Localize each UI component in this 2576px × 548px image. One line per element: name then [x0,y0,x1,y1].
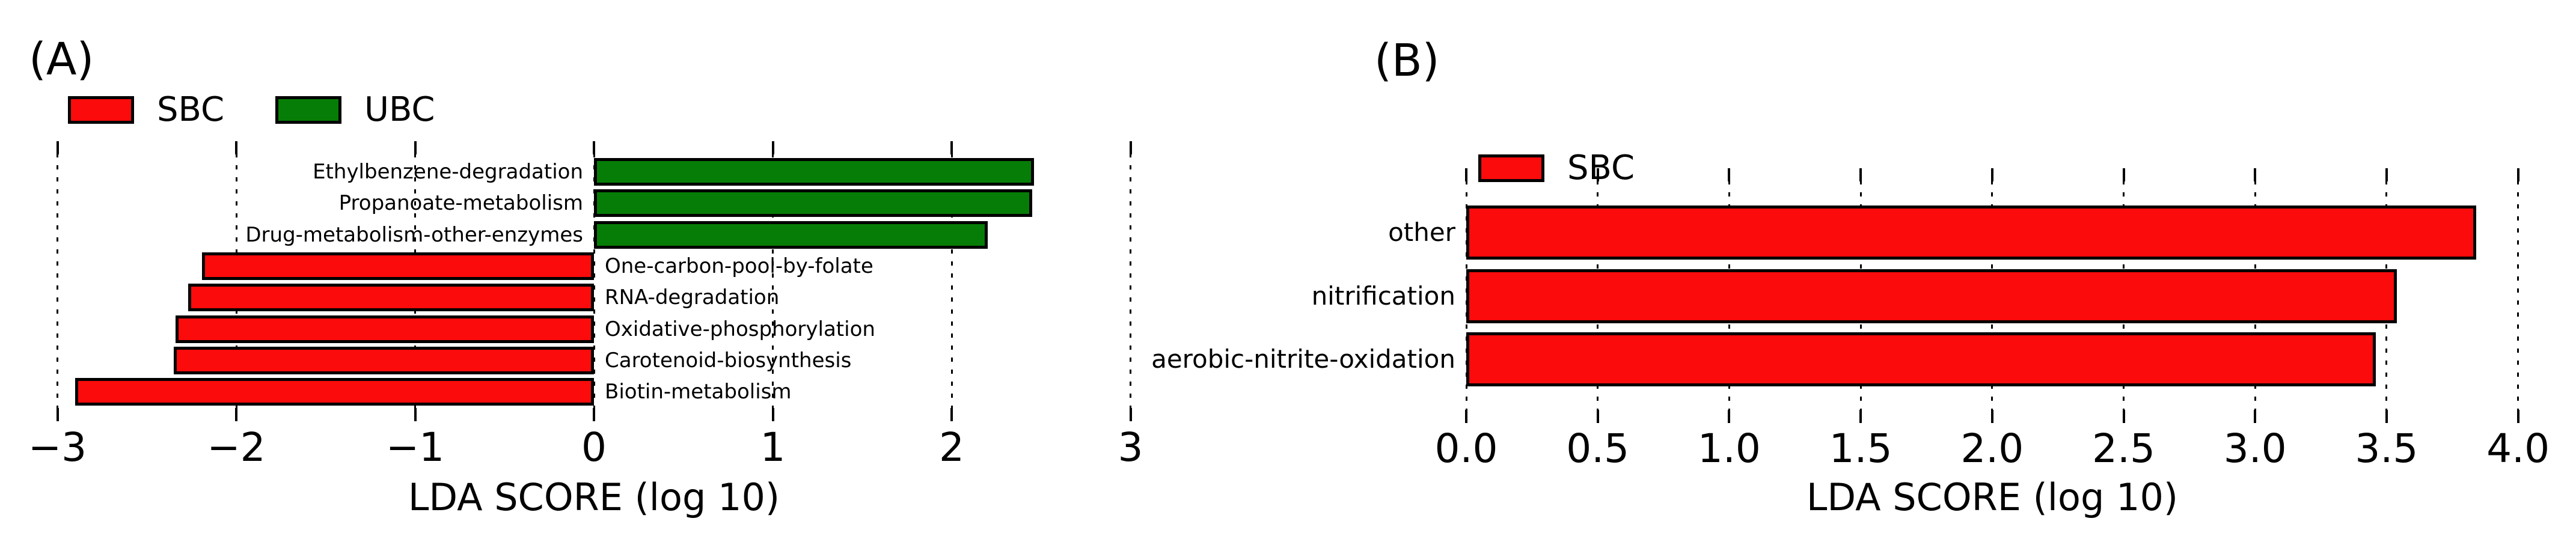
bar-label-Ethylbenzene-degradation: Ethylbenzene-degradation [313,160,583,184]
x-tick-mark-bottom [2516,410,2519,423]
ubc-color-swatch [275,96,341,124]
bar-label-Oxidative-phosphorylation: Oxidative-phosphorylation [605,317,875,341]
x-tick-label: −1 [385,424,445,470]
x-tick-label: 0 [581,424,607,470]
x-tick-mark-top [1129,141,1132,154]
x-tick-mark-top [2385,168,2388,181]
legend-item-ubc: UBC [275,93,435,127]
x-tick-label: 2.0 [1960,425,2024,472]
bar-One-carbon-pool-by-folate [202,252,594,280]
bar-label-RNA-degradation: RNA-degradation [605,285,780,310]
x-tick-label: 0.5 [1566,425,1630,472]
panel-a-label: (A) [29,34,94,85]
x-tick-mark-top [950,141,953,154]
x-gridline [414,141,416,421]
sbc-color-swatch [68,96,134,124]
legend-label-sbc: SBC [157,90,225,129]
x-tick-mark-top [2254,168,2257,181]
x-tick-mark-bottom [1465,410,1467,423]
sbc-color-swatch [1478,154,1544,182]
x-tick-mark-bottom [235,408,237,421]
x-tick-label: 3 [1118,424,1143,470]
panel-a-axis-title: LDA SCORE (log 10) [408,475,780,519]
x-tick-mark-bottom [2385,410,2388,423]
bar-nitrification [1466,269,2397,323]
bar-label-Drug-metabolism-other-enzymes: Drug-metabolism-other-enzymes [245,222,583,247]
x-gridline [57,141,58,421]
x-tick-mark-top [2122,168,2125,181]
x-tick-mark-top [2516,168,2519,181]
legend-label-ubc: UBC [364,90,435,129]
x-tick-mark-bottom [593,408,595,421]
x-tick-mark-top [771,141,774,154]
x-tick-mark-bottom [56,408,59,421]
x-tick-mark-bottom [1859,410,1862,423]
x-tick-label: 1.5 [1829,425,1892,472]
legend-item-sbc: SBC [68,93,224,127]
bar-label-One-carbon-pool-by-folate: One-carbon-pool-by-folate [605,254,873,278]
bar-label-Propanoate-metabolism: Propanoate-metabolism [338,191,583,216]
bar-Ethylbenzene-degradation [594,158,1034,186]
x-tick-label: 0.0 [1434,425,1498,472]
x-tick-label: 1.0 [1697,425,1761,472]
x-tick-mark-top [1728,168,1731,181]
bar-Oxidative-phosphorylation [175,315,594,343]
x-gridline [593,141,595,421]
x-tick-mark-bottom [1728,410,1731,423]
x-tick-mark-bottom [1129,408,1132,421]
x-tick-label: 3.0 [2223,425,2287,472]
bar-label-nitrification: nitrification [1311,281,1455,311]
bar-aerobic-nitrite-oxidation [1466,332,2376,387]
legend-item-sbc-b: SBC [1478,151,1635,185]
x-tick-mark-bottom [950,408,953,421]
x-gridline [2517,168,2519,423]
x-gridline [772,141,774,421]
x-tick-label: 2 [939,424,964,470]
bar-Drug-metabolism-other-enzymes [594,221,988,249]
panel-b-label: (B) [1374,35,1440,87]
x-tick-label: 2.5 [2092,425,2155,472]
bar-label-Carotenoid-biosynthesis: Carotenoid-biosynthesis [605,348,852,373]
x-tick-mark-top [56,141,59,154]
x-tick-mark-top [1596,168,1599,181]
x-tick-mark-top [1465,168,1467,181]
legend-label-sbc-b: SBC [1567,148,1635,187]
panel-b-axis-title: LDA SCORE (log 10) [1806,475,2179,519]
x-gridline [1130,141,1131,421]
x-tick-label: 4.0 [2486,425,2550,472]
bar-other [1466,206,2476,260]
x-gridline [950,141,953,421]
bar-Carotenoid-biosynthesis [173,346,594,374]
x-tick-mark-top [235,141,237,154]
x-tick-label: 3.5 [2355,425,2418,472]
x-tick-mark-top [1859,168,1862,181]
x-tick-mark-bottom [771,408,774,421]
bar-RNA-degradation [188,284,594,312]
x-tick-mark-bottom [1596,410,1599,423]
x-tick-label: −3 [28,424,87,470]
bar-Propanoate-metabolism [594,189,1032,218]
x-tick-label: 1 [760,424,786,470]
x-tick-mark-bottom [2254,410,2257,423]
x-tick-mark-top [1990,168,1993,181]
bar-label-Biotin-metabolism: Biotin-metabolism [605,380,792,404]
x-tick-mark-top [593,141,595,154]
x-tick-label: −2 [207,424,266,470]
x-gridline [235,141,237,421]
bar-label-other: other [1388,218,1455,247]
x-tick-mark-bottom [1990,410,1993,423]
x-tick-mark-bottom [414,408,417,421]
bar-Biotin-metabolism [75,378,594,406]
x-tick-mark-top [414,141,417,154]
x-tick-mark-bottom [2122,410,2125,423]
bar-label-aerobic-nitrite-oxidation: aerobic-nitrite-oxidation [1151,344,1455,374]
